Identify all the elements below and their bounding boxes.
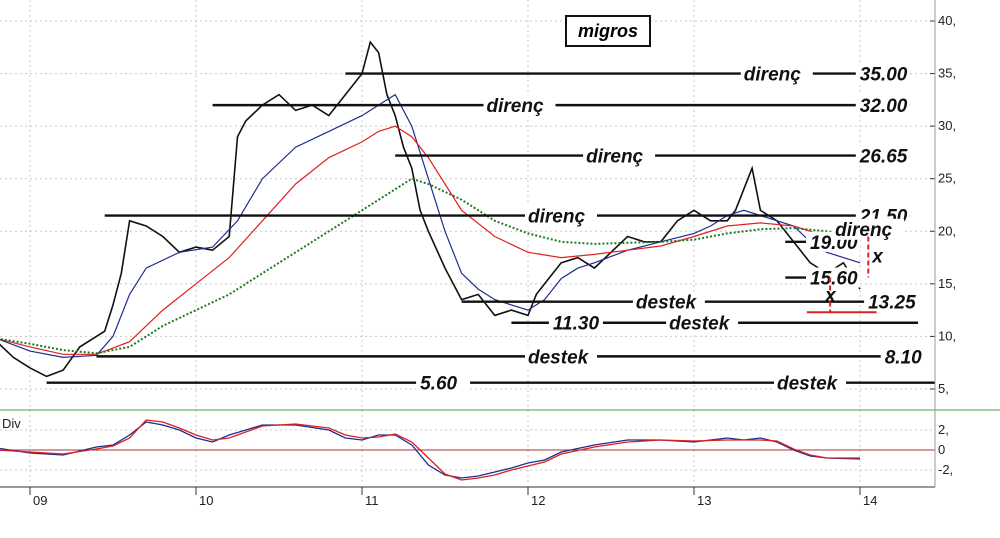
- level-kind-bg: [483, 95, 556, 117]
- level-value-bg: [416, 372, 471, 393]
- level-value-bg: [855, 95, 910, 116]
- level-value-label: 35.00: [860, 65, 908, 86]
- measure-label-lower: x: [824, 285, 837, 306]
- level-value-label: 13.25: [868, 293, 916, 314]
- y-tick-label: 40,: [938, 13, 956, 28]
- level-value-label: 11.30: [553, 314, 600, 335]
- level-value-label: 8.10: [885, 347, 922, 368]
- y-tick-label: 30,: [938, 118, 956, 133]
- x-tick-label: 11: [365, 493, 379, 508]
- level-kind-bg: [525, 205, 597, 227]
- osc-series-macd: [0, 421, 861, 479]
- x-tick-label: 14: [863, 493, 877, 508]
- osc-y-tick-label: 0: [938, 442, 945, 457]
- chart-title-box: migros: [565, 15, 651, 47]
- y-tick-label: 20,: [938, 223, 956, 238]
- osc-y-tick-label: 2,: [938, 422, 949, 437]
- marker-layer: xx: [806, 236, 884, 314]
- series-ma-long: [0, 177, 861, 355]
- level-kind-bg: [583, 145, 656, 167]
- level-kind-label: direnç: [586, 147, 643, 168]
- level-kind-label: destek: [669, 314, 731, 335]
- y-tick-label: 35,: [938, 66, 956, 81]
- chart-title-frame: [565, 15, 651, 47]
- level-value-label: 5.60: [420, 374, 457, 395]
- level-value-bg: [548, 312, 603, 333]
- x-tick-label: 13: [697, 493, 711, 508]
- level-layer: 35.00direnç32.00direnç26.65direnç21.50di…: [46, 63, 935, 395]
- level-kind-bg: [740, 63, 813, 85]
- level-kind-label: destek: [528, 347, 590, 368]
- level-value-bg: [855, 63, 910, 84]
- series-price: [0, 40, 861, 378]
- level-kind-label: direnç: [528, 207, 585, 228]
- y-tick-label: 10,: [938, 328, 956, 343]
- osc-series-signal: [0, 419, 860, 481]
- level-value-label: 15.60: [810, 269, 858, 290]
- level-value-bg: [880, 346, 935, 367]
- axis-layer: 40, 35, 30, 25, 20, 15, 10, 5, 2, 0 -2, Div 09 10 11 12…: [0, 0, 956, 508]
- measure-label-upper: x: [871, 247, 884, 268]
- level-kind-label: destek: [636, 293, 698, 314]
- series-ma-mid: [0, 125, 861, 355]
- y-tick-label: 25,: [938, 171, 956, 186]
- x-tick-label: 10: [199, 493, 213, 508]
- level-value-label: 32.00: [860, 96, 908, 117]
- level-kind-label: direnç: [487, 96, 544, 117]
- level-kind-bg: [666, 312, 739, 334]
- x-tick-label: 09: [33, 493, 47, 508]
- level-value-label: 26.65: [859, 147, 908, 168]
- osc-title: Div: [2, 416, 21, 431]
- level-kind-label: direnç: [835, 220, 892, 241]
- level-kind-label: destek: [777, 374, 839, 395]
- level-value-bg: [855, 145, 910, 166]
- x-tick-label: 12: [531, 493, 545, 508]
- grid: [0, 0, 1000, 485]
- y-tick-label: 15,: [938, 276, 956, 291]
- series-ma-short: [0, 93, 861, 359]
- level-kind-bg: [774, 372, 846, 394]
- chart-title: migros: [578, 21, 638, 41]
- level-kind-bg: [832, 218, 905, 240]
- level-value-bg: [806, 267, 860, 288]
- osc-y-tick-label: -2,: [938, 462, 953, 477]
- level-kind-label: direnç: [744, 65, 801, 86]
- level-kind-bg: [632, 291, 705, 313]
- y-tick-label: 5,: [938, 381, 949, 396]
- level-kind-bg: [525, 346, 597, 368]
- level-value-bg: [864, 291, 919, 312]
- series-layer: [0, 40, 861, 481]
